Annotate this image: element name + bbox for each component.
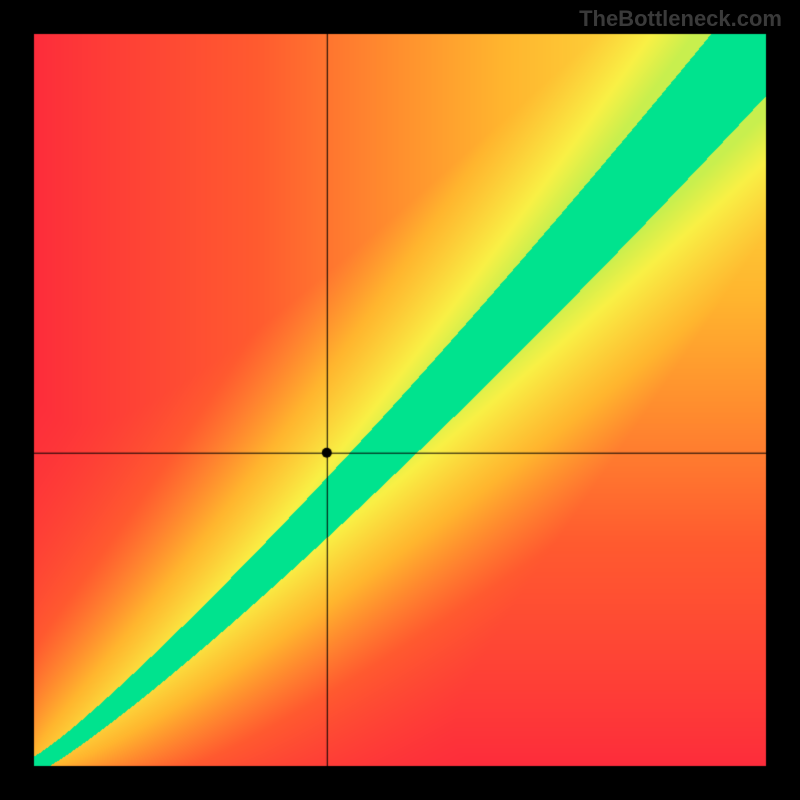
- chart-container: TheBottleneck.com: [0, 0, 800, 800]
- bottleneck-heatmap: [0, 0, 800, 800]
- watermark-text: TheBottleneck.com: [579, 6, 782, 32]
